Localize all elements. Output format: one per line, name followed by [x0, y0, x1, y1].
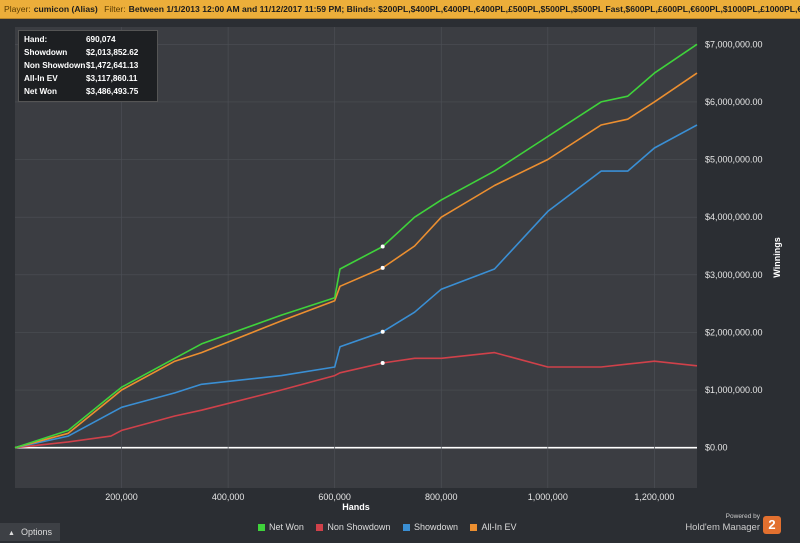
- stat-value: $3,117,860.11: [86, 74, 138, 83]
- stat-value: $2,013,852.62: [86, 48, 139, 57]
- filter-bar[interactable]: Player: cumicon (Alias) Filter: Between 1/…: [0, 0, 800, 19]
- legend-label: All-In EV: [481, 522, 517, 532]
- y-axis-title: Winnings: [772, 237, 782, 277]
- x-tick-label: 1,000,000: [528, 492, 568, 502]
- x-tick-label: 800,000: [425, 492, 458, 502]
- x-tick-label: 400,000: [212, 492, 245, 502]
- y-tick-label: $7,000,000.00: [705, 39, 763, 49]
- series-line-net-won: [14, 43, 698, 449]
- hover-marker-net-won: [380, 244, 385, 249]
- stat-label: Hand:: [24, 35, 48, 44]
- stat-row-non-showdown: Non Showdown $1,472,641.13: [24, 61, 152, 73]
- brand-name: Hold'em Manager: [685, 522, 760, 533]
- filter-value: Between 1/1/2013 12:00 AM and 11/12/2017…: [128, 4, 800, 14]
- series-line-non-showdown: [14, 351, 698, 449]
- hover-marker-all-in-ev: [380, 265, 385, 270]
- y-tick-label: $0.00: [705, 443, 728, 453]
- stat-row-hand: Hand: 690,074: [24, 35, 152, 47]
- player-value: cumicon (Alias): [33, 4, 98, 14]
- series-line-showdown: [14, 124, 698, 449]
- hover-marker-showdown: [380, 329, 385, 334]
- legend-item-showdown[interactable]: Showdown: [402, 522, 458, 532]
- legend-label: Net Won: [269, 522, 304, 532]
- legend-swatch: [316, 524, 324, 531]
- stat-row-net-won: Net Won $3,486,493.75: [24, 87, 152, 99]
- x-tick-label: 1,200,000: [634, 492, 674, 502]
- filter-key: Filter:: [104, 4, 126, 14]
- legend-swatch: [258, 524, 265, 531]
- y-tick-label: $6,000,000.00: [705, 97, 763, 107]
- chart-legend: Net Won Non Showdown Showdown All-In EV: [258, 522, 527, 532]
- options-label: Options: [20, 527, 52, 537]
- options-button[interactable]: ▲ Options: [0, 523, 60, 541]
- legend-label: Non Showdown: [327, 522, 391, 532]
- stat-row-all-in-ev: All-In EV $3,117,860.11: [24, 74, 152, 86]
- plot-area: [15, 27, 697, 488]
- chevron-up-icon: ▲: [8, 530, 15, 537]
- stat-value: 690,074: [86, 35, 116, 44]
- legend-swatch: [402, 524, 410, 531]
- brand: Powered by Hold'em Manager: [685, 513, 760, 533]
- series-line-all-in-ev: [14, 72, 698, 449]
- legend-item-non-showdown[interactable]: Non Showdown: [316, 522, 390, 532]
- y-tick-label: $3,000,000.00: [705, 270, 763, 280]
- stat-value: $1,472,641.13: [86, 61, 139, 70]
- y-tick-label: $5,000,000.00: [705, 155, 763, 165]
- stat-label: All-In EV: [24, 74, 58, 83]
- x-axis-title: Hands: [342, 502, 370, 512]
- stat-label: Showdown: [24, 48, 68, 57]
- x-tick-label: 600,000: [318, 492, 351, 502]
- y-tick-label: $4,000,000.00: [705, 212, 763, 222]
- brand-logo-icon: 2: [763, 516, 781, 534]
- y-tick-label: $2,000,000.00: [705, 327, 763, 337]
- legend-swatch: [470, 524, 478, 531]
- hover-marker-non-showdown: [380, 360, 385, 365]
- legend-label: Showdown: [413, 522, 458, 532]
- powered-by-text: Powered by: [725, 513, 760, 520]
- legend-item-all-in-ev[interactable]: All-In EV: [470, 522, 517, 532]
- stat-value: $3,486,493.75: [86, 87, 139, 96]
- stat-label: Net Won: [24, 87, 58, 96]
- player-key: Player:: [4, 4, 31, 14]
- stat-row-showdown: Showdown $2,013,852.62: [24, 48, 152, 60]
- x-tick-label: 200,000: [105, 492, 138, 502]
- legend-item-net-won[interactable]: Net Won: [258, 522, 304, 532]
- stats-box: Hand: 690,074 Showdown $2,013,852.62 Non…: [18, 30, 158, 102]
- y-tick-label: $1,000,000.00: [705, 385, 763, 395]
- stat-label: Non Showdown: [24, 61, 86, 70]
